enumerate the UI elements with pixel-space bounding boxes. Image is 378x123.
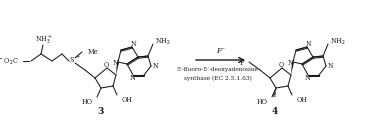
Text: 4: 4 [272,108,278,116]
Polygon shape [291,62,294,75]
Text: O: O [278,61,284,69]
Text: N: N [129,74,135,82]
Text: OH: OH [297,96,308,104]
Text: N: N [112,59,118,67]
Text: OH: OH [122,96,133,104]
Text: N: N [327,62,333,70]
Polygon shape [116,62,119,75]
Text: synthase (EC 2.5.1.63): synthase (EC 2.5.1.63) [184,75,251,81]
Text: HO: HO [257,98,268,106]
Text: N: N [304,74,310,82]
Text: +: + [75,54,79,60]
Text: 3: 3 [97,108,103,116]
Text: N: N [287,59,293,67]
Text: O: O [103,61,108,69]
Text: F⁻: F⁻ [216,47,225,55]
Text: N: N [130,40,136,48]
Text: N: N [305,40,311,48]
Text: NH$_2$: NH$_2$ [330,37,346,47]
Text: HO: HO [82,98,93,106]
Text: $^-$O$_2$C: $^-$O$_2$C [0,57,19,67]
Text: Me: Me [88,48,99,56]
Text: NH$_2$: NH$_2$ [155,37,171,47]
Text: N: N [152,62,158,70]
Text: S: S [70,56,74,64]
Text: NH$_3^+$: NH$_3^+$ [35,34,53,46]
Text: F: F [240,59,244,67]
Text: 5’-fluoro-5’-deoxyadenosine: 5’-fluoro-5’-deoxyadenosine [177,68,259,72]
